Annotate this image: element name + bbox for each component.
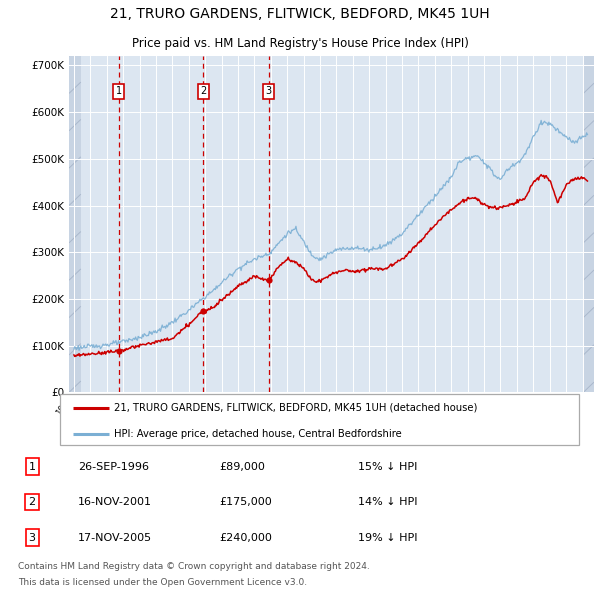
Text: 1: 1 <box>29 461 35 471</box>
Text: HPI: Average price, detached house, Central Bedfordshire: HPI: Average price, detached house, Cent… <box>115 429 402 439</box>
Text: 3: 3 <box>266 86 272 96</box>
Text: 21, TRURO GARDENS, FLITWICK, BEDFORD, MK45 1UH: 21, TRURO GARDENS, FLITWICK, BEDFORD, MK… <box>110 7 490 21</box>
Bar <box>69 56 81 392</box>
Text: 15% ↓ HPI: 15% ↓ HPI <box>358 461 417 471</box>
Text: 2: 2 <box>29 497 36 507</box>
Text: 2: 2 <box>200 86 206 96</box>
Text: 21, TRURO GARDENS, FLITWICK, BEDFORD, MK45 1UH (detached house): 21, TRURO GARDENS, FLITWICK, BEDFORD, MK… <box>115 403 478 413</box>
Bar <box>583 56 594 392</box>
Text: 19% ↓ HPI: 19% ↓ HPI <box>358 533 417 543</box>
Text: £89,000: £89,000 <box>220 461 265 471</box>
Text: 1: 1 <box>116 86 122 96</box>
Text: £240,000: £240,000 <box>220 533 272 543</box>
Text: 17-NOV-2005: 17-NOV-2005 <box>78 533 152 543</box>
Text: This data is licensed under the Open Government Licence v3.0.: This data is licensed under the Open Gov… <box>18 578 307 588</box>
Text: Contains HM Land Registry data © Crown copyright and database right 2024.: Contains HM Land Registry data © Crown c… <box>18 562 370 571</box>
FancyBboxPatch shape <box>60 394 579 445</box>
Text: 14% ↓ HPI: 14% ↓ HPI <box>358 497 417 507</box>
Text: Price paid vs. HM Land Registry's House Price Index (HPI): Price paid vs. HM Land Registry's House … <box>131 37 469 50</box>
Text: 3: 3 <box>29 533 35 543</box>
Text: £175,000: £175,000 <box>220 497 272 507</box>
Text: 16-NOV-2001: 16-NOV-2001 <box>78 497 152 507</box>
Text: 26-SEP-1996: 26-SEP-1996 <box>78 461 149 471</box>
